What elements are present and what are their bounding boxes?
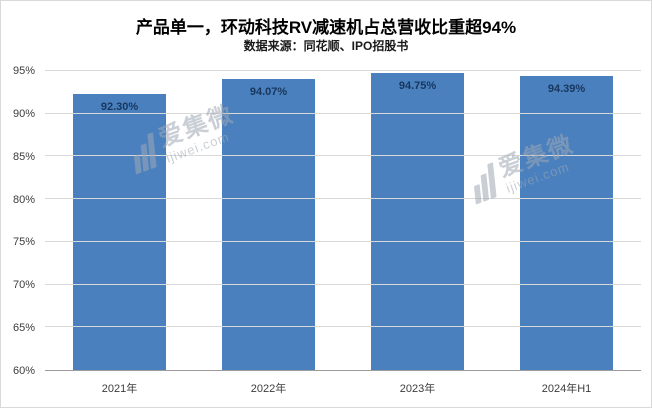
x-tick-label: 2021年 <box>101 383 138 395</box>
y-tick-label: 65% <box>12 322 35 335</box>
x-axis-labels: 2021年 2022年 2023年 2024年H1 <box>45 375 641 401</box>
bar-column: 94.39% <box>492 71 641 370</box>
bar-column: 94.75% <box>343 71 492 370</box>
y-tick-label: 90% <box>12 107 35 120</box>
plot-area: 92.30% 94.07% 94.75% 94.39% <box>45 70 641 371</box>
bar-data-label: 94.39% <box>547 83 586 96</box>
bar-data-label: 92.30% <box>100 101 139 114</box>
y-tick-label: 60% <box>12 365 35 377</box>
y-tick-label: 80% <box>12 193 35 206</box>
bar-data-label: 94.07% <box>249 85 288 98</box>
bar-column: 94.07% <box>194 71 343 370</box>
chart-title: 产品单一，环动科技RV减速机占总营收比重超94% <box>135 18 517 37</box>
gridline <box>45 155 641 157</box>
chart-subtitle: 数据来源：同花顺、IPO招股书 <box>243 39 409 53</box>
y-tick-label: 85% <box>12 150 35 163</box>
bar-data-label: 94.75% <box>398 80 437 93</box>
y-tick-label: 95% <box>12 65 35 77</box>
y-tick-label: 70% <box>12 279 35 292</box>
y-tick-label: 75% <box>12 236 35 249</box>
gridline <box>45 112 641 114</box>
gridline <box>45 70 641 71</box>
x-tick-label: 2024年H1 <box>541 383 592 395</box>
bar: 94.07% <box>221 78 316 370</box>
gridline <box>45 198 641 200</box>
y-axis-labels: 60% 65% 70% 75% 80% 85% 90% 95% <box>1 65 41 377</box>
bar: 94.39% <box>519 76 614 370</box>
bar-column: 92.30% <box>45 71 194 370</box>
gridline <box>45 326 641 328</box>
x-tick-label: 2022年 <box>250 383 287 395</box>
gridline <box>45 283 641 285</box>
bar: 94.75% <box>370 73 465 370</box>
bar: 92.30% <box>72 94 167 370</box>
gridline <box>45 240 641 242</box>
x-tick-label: 2023年 <box>399 383 436 395</box>
bars: 92.30% 94.07% 94.75% 94.39% <box>45 71 641 370</box>
